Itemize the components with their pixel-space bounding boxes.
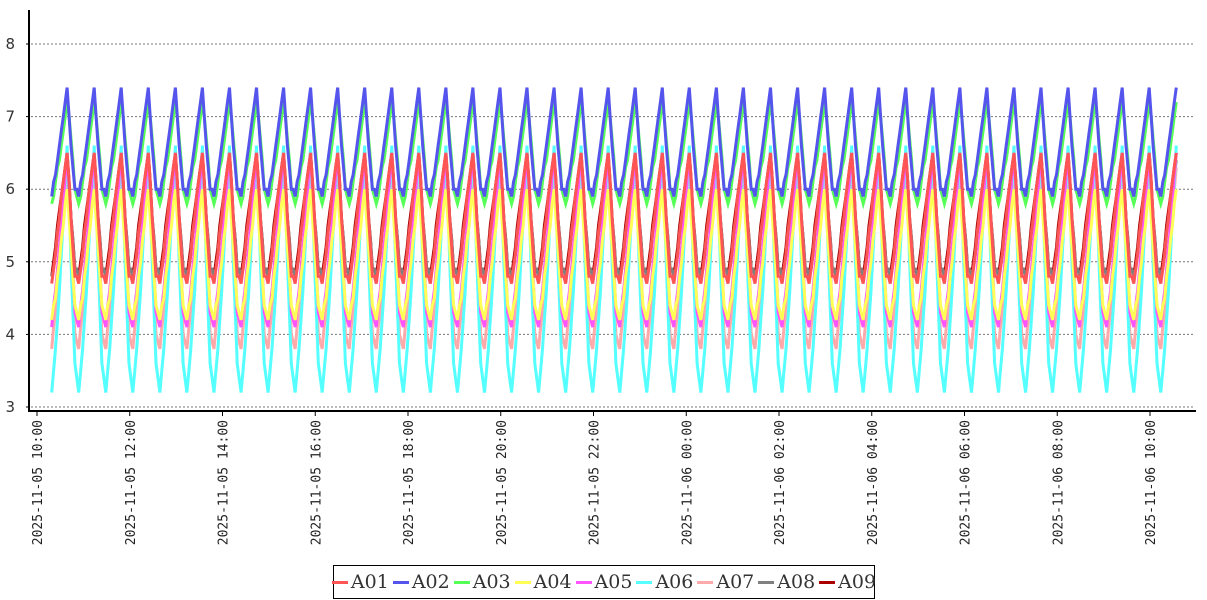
legend-label: A08 [777,571,816,593]
legend-item-a06: A06 [636,571,693,593]
legend-swatch [819,580,836,584]
series-line-a04 [50,188,1178,321]
x-tick-label: 2025-11-06 08:00 [1051,420,1066,545]
legend-item-a01: A01 [331,571,389,593]
legend-swatch [697,580,714,584]
y-tick-label: 4 [5,325,15,343]
legend-swatch [758,580,775,584]
y-tick-label: 3 [5,398,15,416]
y-tick-label: 5 [5,253,15,271]
legend-label: A03 [472,571,511,593]
legend-item-a02: A02 [392,571,450,593]
series-lines [50,87,1178,393]
y-tick-label: 7 [5,108,15,126]
x-tick-label: 2025-11-05 16:00 [309,420,324,545]
legend-label: A06 [655,571,694,593]
x-tick-label: 2025-11-05 14:00 [217,420,232,545]
legend: A01 A02 A03 A04 A05 A06 A07 A08 A09 [331,565,876,599]
x-tick-label: 2025-11-06 00:00 [680,420,695,545]
legend-swatch [453,580,470,584]
y-tick-label: 8 [5,35,15,53]
legend-swatch [636,580,653,584]
x-tick-label: 2025-11-05 12:00 [124,420,139,545]
legend-item-a05: A05 [575,571,633,593]
legend-swatch [575,580,592,584]
legend-label: A01 [350,571,389,593]
legend-label: A05 [594,571,633,593]
legend-swatch [514,580,531,584]
x-tick-label: 2025-11-05 22:00 [588,420,603,545]
legend-label: A04 [533,571,572,593]
series-line-a01 [50,152,1178,284]
x-tick-label: 2025-11-05 18:00 [402,420,417,545]
legend-label: A07 [716,571,755,593]
x-axis-ticks: 2025-11-05 10:00 2025-11-05 12:00 2025-11-… [31,411,1159,545]
legend-label: A09 [838,571,877,593]
legend-item-a07: A07 [697,571,754,593]
x-tick-label: 2025-11-05 20:00 [495,420,510,545]
legend-item-a08: A08 [758,571,815,593]
legend-swatch [392,580,409,584]
legend-item-a03: A03 [453,571,511,593]
x-tick-label: 2025-11-06 04:00 [866,420,881,545]
legend-swatch [331,580,348,584]
legend-item-a09: A09 [819,571,876,593]
y-axis-ticks: 3 4 5 6 7 8 [5,35,30,416]
legend-item-a04: A04 [514,571,572,593]
y-tick-label: 6 [5,180,15,198]
x-tick-label: 2025-11-06 10:00 [1144,420,1159,545]
x-tick-label: 2025-11-06 06:00 [959,420,974,545]
series-line-a02 [50,87,1178,197]
x-tick-label: 2025-11-05 10:00 [31,420,46,545]
x-tick-label: 2025-11-06 02:00 [773,420,788,545]
legend-label: A02 [411,571,450,593]
